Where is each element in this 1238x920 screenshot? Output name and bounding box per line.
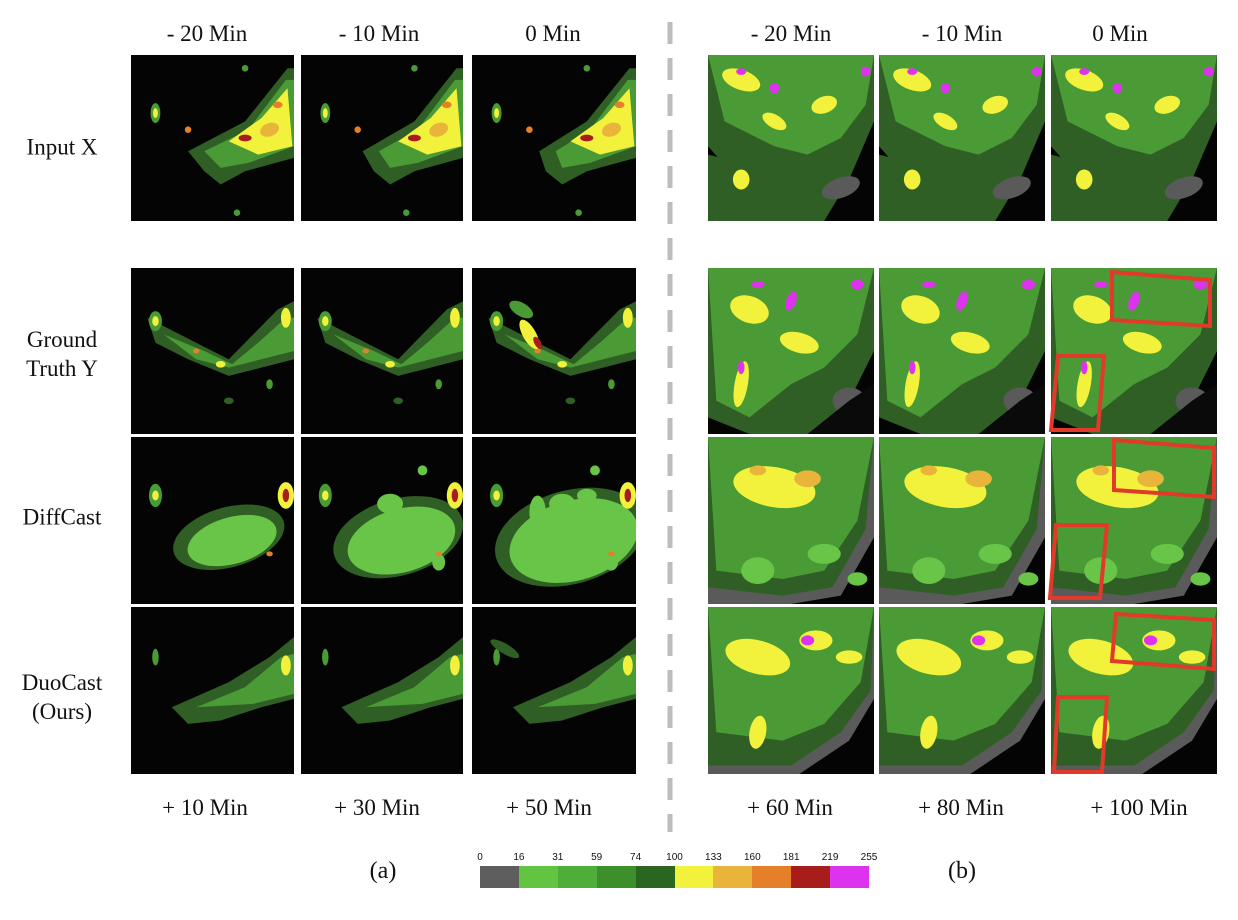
- radar-panel-b-ground-truth-3: [1051, 268, 1217, 434]
- highlight-box-diffcast-top: [1112, 437, 1216, 500]
- colorbar-segment: [635, 866, 675, 888]
- colorbar-tick-label: 16: [513, 852, 525, 863]
- colorbar-tick-label: 219: [821, 852, 839, 863]
- highlight-box-diffcast-bottom: [1047, 523, 1110, 600]
- row-label-diffcast: DiffCast: [22, 504, 102, 530]
- radar-panel-a-diffcast-1: [131, 437, 294, 604]
- radar-panel-a-ground-truth-2: [301, 268, 463, 434]
- radar-panel-b-duocast-3: [1051, 607, 1217, 774]
- radar-panel-a-diffcast-2: [301, 437, 463, 604]
- row-label-duocast-line2: (Ours): [31, 699, 93, 724]
- colorbar-segment: [752, 866, 792, 888]
- colorbar-tick-label: 74: [630, 852, 642, 863]
- col-header-a-2: - 10 Min: [338, 21, 420, 46]
- row-label-ground-truth-line2: Truth Y: [26, 356, 98, 381]
- row-label-ground-truth-line1: Ground: [26, 327, 98, 352]
- colorbar-segment: [830, 866, 870, 888]
- radar-panel-b-input-1: [708, 55, 874, 221]
- row-label-duocast: DuoCast (Ours): [0, 668, 132, 726]
- radar-panel-b-duocast-2: [879, 607, 1045, 774]
- radar-panel-b-duocast-1: [708, 607, 874, 774]
- col-footer-b-3: + 100 Min: [1090, 795, 1188, 820]
- col-footer-a-1: + 10 Min: [162, 795, 248, 820]
- colorbar-segment: [557, 866, 598, 888]
- radar-panel-b-input-3: [1051, 55, 1217, 221]
- colorbar-tick-label: 0: [477, 852, 483, 863]
- radar-panel-a-ground-truth-1: [131, 268, 294, 434]
- radar-panel-a-input-3: [472, 55, 636, 221]
- row-label-duocast-line1: DuoCast: [21, 670, 103, 695]
- radar-panel-a-input-2: [301, 55, 463, 221]
- colorbar-segment: [791, 866, 831, 888]
- colorbar-segment: [713, 866, 753, 888]
- radar-panel-b-diffcast-2: [879, 437, 1045, 604]
- highlight-box-gt-top: [1110, 269, 1212, 329]
- subfigure-label-b: (b): [948, 858, 976, 884]
- radar-panel-a-input-1: [131, 55, 294, 221]
- radar-panel-b-ground-truth-1: [708, 268, 874, 434]
- col-header-b-1: - 20 Min: [750, 21, 832, 46]
- radar-panel-a-ground-truth-3: [472, 268, 636, 434]
- col-footer-b-2: + 80 Min: [918, 795, 1004, 820]
- radar-panel-a-duocast-2: [301, 607, 463, 774]
- col-footer-a-2: + 30 Min: [334, 795, 420, 820]
- colorbar-segment: [674, 866, 714, 888]
- radar-panel-a-duocast-1: [131, 607, 294, 774]
- radar-panel-b-ground-truth-2: [879, 268, 1045, 434]
- colorbar-tick-label: 255: [860, 852, 878, 863]
- radar-panel-a-diffcast-3: [472, 437, 636, 604]
- radar-panel-b-diffcast-1: [708, 437, 874, 604]
- highlight-box-duocast-top: [1109, 611, 1216, 672]
- radar-panel-b-diffcast-3: [1051, 437, 1217, 604]
- radar-panel-a-duocast-3: [472, 607, 636, 774]
- colorbar-segment: [480, 866, 520, 888]
- colorbar-tick-label: 59: [591, 852, 603, 863]
- row-label-input: Input X: [26, 134, 98, 160]
- col-header-b-2: - 10 Min: [921, 21, 1003, 46]
- colorbar-tick-label: 100: [666, 852, 683, 863]
- colorbar-tick-label: 31: [552, 852, 564, 863]
- col-header-a-1: - 20 Min: [166, 21, 248, 46]
- subfigure-label-a: (a): [369, 858, 397, 884]
- colorbar-segment: [596, 866, 637, 888]
- colorbar-tick-label: 181: [782, 852, 800, 863]
- highlight-box-duocast-bottom: [1051, 695, 1110, 774]
- row-label-ground-truth: Ground Truth Y: [0, 325, 132, 383]
- col-footer-b-1: + 60 Min: [747, 795, 833, 820]
- col-header-a-3: 0 Min: [525, 21, 581, 46]
- colorbar-segment: [518, 866, 559, 888]
- col-footer-a-3: + 50 Min: [506, 795, 592, 820]
- radar-panel-b-input-2: [879, 55, 1045, 221]
- colorbar-tick-label: 160: [743, 852, 761, 863]
- subfigure-divider: [667, 22, 673, 832]
- col-header-b-3: 0 Min: [1092, 21, 1148, 46]
- colorbar-tick-label: 133: [705, 852, 722, 863]
- highlight-box-gt-bottom: [1048, 354, 1107, 432]
